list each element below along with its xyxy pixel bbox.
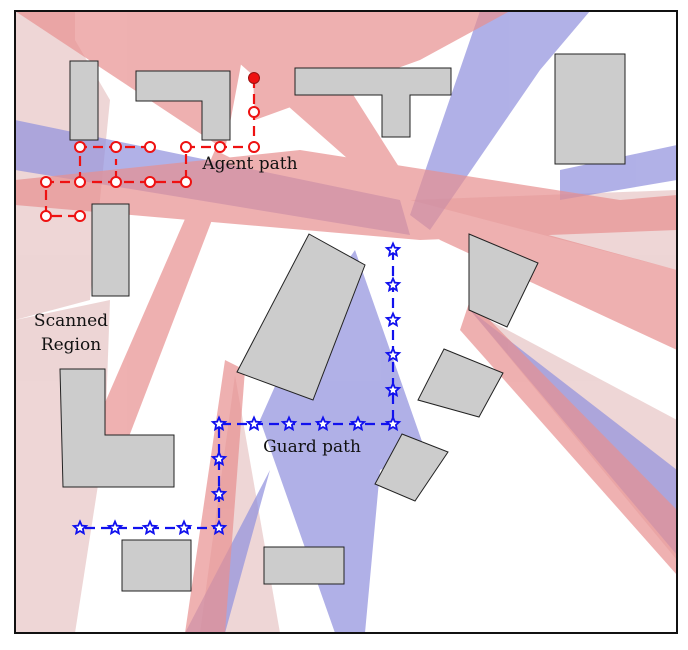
agent-waypoint-marker (74, 176, 86, 188)
guard-markers (71, 241, 402, 536)
guard-waypoint-marker (384, 381, 402, 398)
obstacle (554, 53, 626, 165)
scanned-region-label-line2: Region (41, 335, 101, 355)
diagram-frame (14, 10, 678, 634)
obstacle (135, 70, 231, 141)
guard-waypoint-marker (210, 450, 228, 467)
red-region-right-beam (460, 300, 677, 575)
obstacle (59, 368, 175, 488)
agent-markers (40, 106, 260, 222)
guard-path-line (80, 250, 395, 530)
agent-waypoint-marker (144, 176, 156, 188)
guard-waypoint-marker (245, 415, 263, 432)
blue-region-right-wedge (560, 145, 677, 200)
obstacle (121, 539, 192, 592)
agent-waypoint-marker (214, 141, 226, 153)
obstacle (236, 233, 366, 401)
guard-path-label: Guard path (263, 437, 361, 457)
agent-waypoint-marker (40, 210, 52, 222)
red-region-top-left (15, 11, 250, 150)
agent-waypoint-marker (248, 141, 260, 153)
guard-waypoint-marker (141, 519, 159, 536)
guard-waypoint-marker (210, 485, 228, 502)
obstacle (468, 233, 539, 328)
obstacle (91, 203, 130, 297)
agent-path (40, 72, 260, 222)
guard-waypoint-marker (384, 241, 402, 258)
guard-waypoint-marker (384, 276, 402, 293)
guard-waypoint-marker (71, 519, 89, 536)
obstacle (69, 60, 99, 141)
guard-waypoint-marker (314, 415, 332, 432)
guard-waypoint-marker (175, 519, 193, 536)
agent-waypoint-marker (40, 176, 52, 188)
agent-waypoint-marker (180, 176, 192, 188)
scanned-region-label-line1: Scanned (34, 311, 108, 331)
obstacle (374, 433, 449, 502)
red-region-left-beam (80, 150, 235, 460)
obstacles (59, 53, 626, 592)
agent-waypoint-marker (110, 141, 122, 153)
guard-path (71, 241, 402, 536)
agent-waypoint-marker (74, 141, 86, 153)
agent-waypoint-marker (248, 106, 260, 118)
guard-waypoint-marker (210, 519, 228, 536)
guard-waypoint-marker (106, 519, 124, 536)
agent-path-label: Agent path (201, 154, 297, 174)
guard-waypoint-marker (280, 415, 298, 432)
obstacle (417, 348, 504, 418)
obstacle (294, 67, 452, 138)
guard-waypoint-marker (210, 415, 228, 432)
red-region-cross (15, 150, 677, 240)
agent-start-marker (248, 72, 260, 84)
agent-waypoint-marker (180, 141, 192, 153)
guard-waypoint-marker (349, 415, 367, 432)
agent-waypoint-marker (74, 210, 86, 222)
guard-waypoint-marker (384, 311, 402, 328)
guard-waypoint-marker (384, 415, 402, 432)
obstacle (263, 546, 345, 585)
agent-waypoint-marker (144, 141, 156, 153)
guard-waypoint-marker (384, 346, 402, 363)
agent-waypoint-marker (110, 176, 122, 188)
